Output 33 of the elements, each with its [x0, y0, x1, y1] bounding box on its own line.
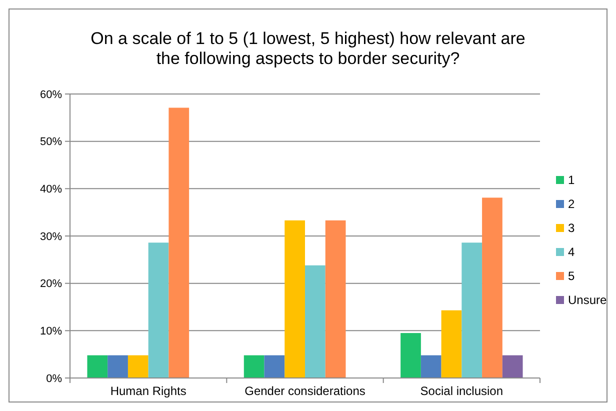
legend-label: 3: [568, 221, 575, 236]
bar: [128, 355, 148, 378]
y-tick-label: 60%: [40, 88, 62, 101]
bar: [168, 108, 190, 378]
bar: [400, 333, 421, 378]
bar: [420, 355, 442, 378]
y-tick-label: 40%: [40, 184, 62, 196]
x-tick-label: Gender considerations: [244, 384, 366, 398]
x-tick-label: Social inclusion: [420, 384, 504, 398]
bar: [284, 220, 305, 378]
legend-label: 2: [568, 197, 575, 212]
bar: [108, 355, 128, 378]
bar: [441, 310, 462, 378]
legend-label: Unsure: [568, 293, 608, 308]
bar: [502, 355, 523, 378]
bar: [87, 355, 108, 378]
bar: [325, 220, 346, 378]
bar: [482, 198, 502, 378]
x-tick-label: Human Rights: [110, 384, 186, 398]
y-tick-label: 50%: [40, 136, 62, 148]
bar: [148, 242, 169, 378]
chart-title: On a scale of 1 to 5 (1 lowest, 5 highest) how relevant are the following aspects to border security?: [90, 29, 526, 68]
bar: [244, 355, 264, 378]
legend-label: 5: [568, 269, 575, 284]
bar: [462, 242, 482, 378]
y-tick-label: 10%: [40, 326, 62, 338]
legend-label: 1: [568, 173, 575, 188]
bar: [264, 355, 285, 378]
legend-label: 4: [568, 245, 575, 260]
y-tick-label: 30%: [40, 230, 62, 243]
bar: [305, 265, 326, 378]
y-tick-label: 0%: [46, 372, 62, 385]
y-tick-label: 20%: [40, 278, 62, 290]
